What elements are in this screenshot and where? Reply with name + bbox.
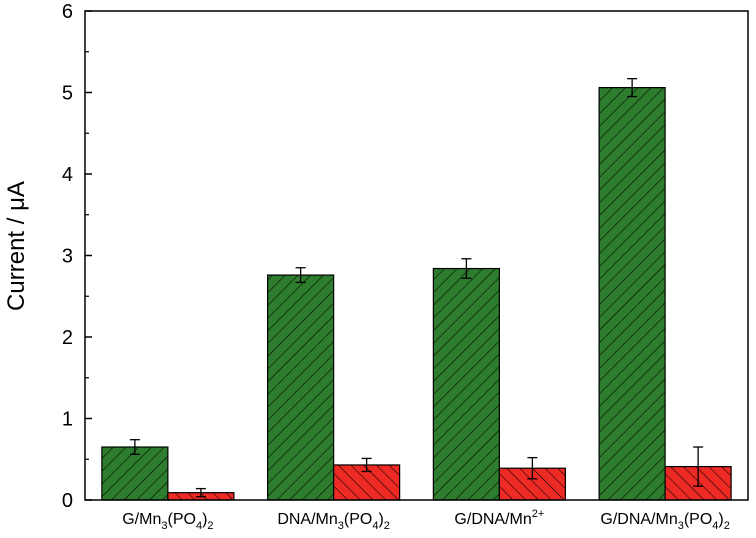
y-tick-label: 3 [62,246,73,268]
plot-area-frame [84,10,749,501]
x-tick-label-part: 2 [384,520,390,532]
x-tick-label-part: 4 [196,520,202,532]
y-tick-labels: 0 1 2 3 4 5 6 [62,1,73,512]
x-tick-label-part: DNA/Mn [277,511,337,528]
x-tick-labels: G/Mn3(PO4)2 DNA/Mn3(PO4)2 G/DNA/Mn2+ G/DNA/… [122,508,730,532]
bar [101,446,169,501]
x-tick-label-part: (PO [167,511,195,528]
x-tick-label-part: 3 [678,520,684,532]
x-tick-label: G/DNA/Mn3(PO4)2 [600,511,730,532]
x-tick-label-part: G/DNA/Mn [454,511,531,528]
y-tick-label: 0 [62,490,73,512]
y-tick-label: 5 [62,83,73,105]
y-tick-label: 1 [62,409,73,431]
bars-layer [101,77,732,501]
x-tick-label-part: ) [202,511,207,528]
bar [267,274,335,501]
x-tick-label-part: ) [378,511,383,528]
x-tick-label: G/Mn3(PO4)2 [122,511,213,532]
x-tick-label-part: 3 [161,520,167,532]
x-tick-label: G/DNA/Mn2+ [454,508,544,528]
x-tick-label: DNA/Mn3(PO4)2 [277,511,390,532]
y-tick-label: 4 [62,164,73,186]
x-tick-label-part: (PO [684,511,712,528]
x-tick-label-part: 4 [712,520,718,532]
x-tick-label-part: G/Mn [122,511,161,528]
bar [432,267,500,501]
ticks-layer [85,10,92,501]
bar [598,87,666,501]
y-axis-title: Current / μA [3,181,30,311]
x-tick-label-part: 3 [338,520,344,532]
y-tick-label: 2 [62,327,73,349]
x-tick-label-part: 2 [207,520,213,532]
x-tick-label-part: 2 [724,520,730,532]
x-tick-label-part: 2+ [532,508,545,520]
y-tick-label: 6 [62,1,73,23]
x-tick-label-part: 4 [372,520,378,532]
x-tick-label-part: G/DNA/Mn [600,511,677,528]
x-tick-label-part: ) [718,511,723,528]
x-tick-label-part: (PO [344,511,372,528]
